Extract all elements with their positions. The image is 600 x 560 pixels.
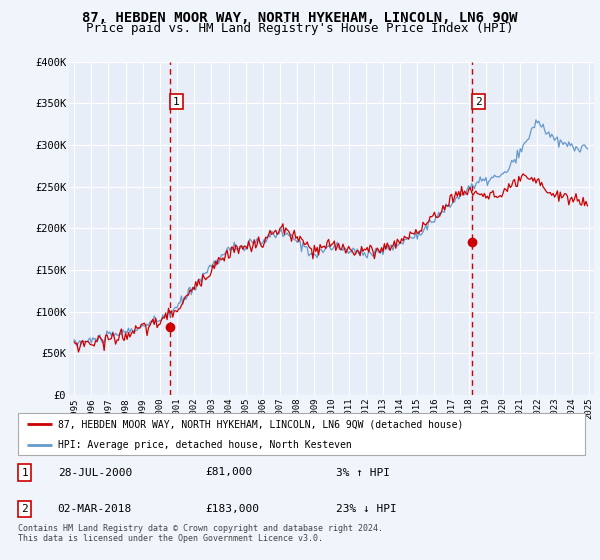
- Text: HPI: Average price, detached house, North Kesteven: HPI: Average price, detached house, Nort…: [58, 441, 352, 450]
- Text: Contains HM Land Registry data © Crown copyright and database right 2024.
This d: Contains HM Land Registry data © Crown c…: [18, 524, 383, 543]
- Text: 28-JUL-2000: 28-JUL-2000: [58, 468, 132, 478]
- Text: £81,000: £81,000: [205, 468, 253, 478]
- Text: 2: 2: [22, 504, 28, 514]
- Text: 87, HEBDEN MOOR WAY, NORTH HYKEHAM, LINCOLN, LN6 9QW (detached house): 87, HEBDEN MOOR WAY, NORTH HYKEHAM, LINC…: [58, 419, 463, 429]
- Text: 02-MAR-2018: 02-MAR-2018: [58, 504, 132, 514]
- Text: £183,000: £183,000: [205, 504, 259, 514]
- Text: 1: 1: [173, 96, 180, 106]
- Text: 87, HEBDEN MOOR WAY, NORTH HYKEHAM, LINCOLN, LN6 9QW: 87, HEBDEN MOOR WAY, NORTH HYKEHAM, LINC…: [82, 11, 518, 25]
- Text: 1: 1: [22, 468, 28, 478]
- Text: 2: 2: [475, 96, 482, 106]
- Text: 23% ↓ HPI: 23% ↓ HPI: [335, 504, 396, 514]
- Text: 3% ↑ HPI: 3% ↑ HPI: [335, 468, 389, 478]
- Text: Price paid vs. HM Land Registry's House Price Index (HPI): Price paid vs. HM Land Registry's House …: [86, 22, 514, 35]
